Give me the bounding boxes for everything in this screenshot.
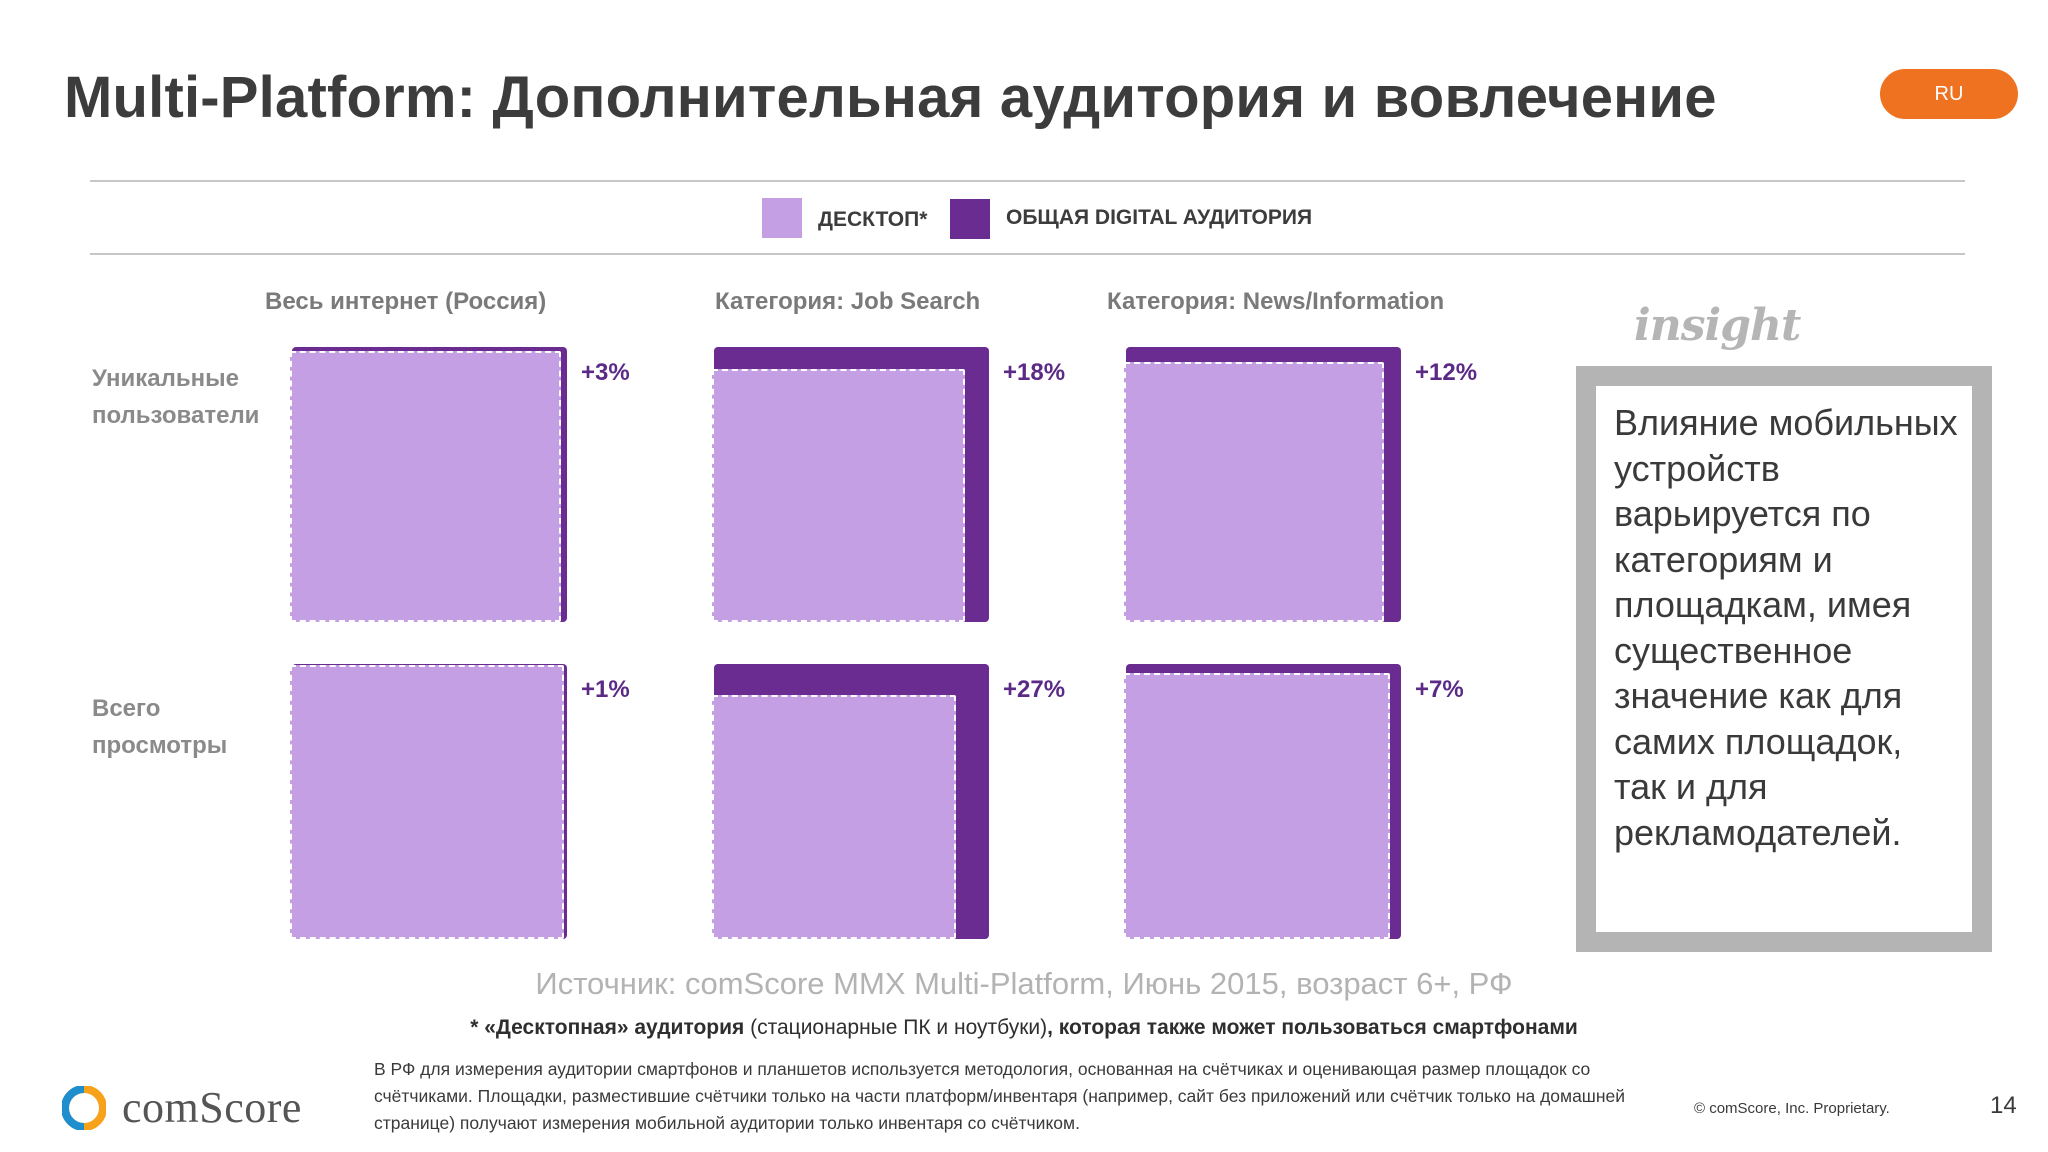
footnote-part3: , которая также может пользоваться смарт… [1047,1016,1578,1039]
comscore-logo-icon [62,1085,106,1130]
divider-top [90,180,1965,182]
desktop-audience-box [290,351,561,622]
total-audience-box [714,347,989,622]
page-title: Multi-Platform: Дополнительная аудитория… [64,65,1717,130]
insight-frame [1576,366,1992,952]
source-note: Источник: comScore MMX Multi-Platform, И… [535,966,1513,1001]
legend-desktop-label: ДЕСКТОП* [818,208,928,231]
legend-total-label: ОБЩАЯ DIGITAL АУДИТОРИЯ [1006,206,1313,229]
total-audience-box [1126,664,1401,939]
row-label-page-views: Всего просмотры [92,695,228,759]
methodology-note: В РФ для измерения аудитории смартфонов … [374,1059,1626,1133]
page-number: 14 [1990,1092,2017,1119]
column-title-job-search: Категория: Job Search [715,288,981,315]
increase-label: +3% [581,359,630,386]
increase-label: +7% [1415,676,1464,703]
copyright: © comScore, Inc. Proprietary. [1694,1100,1890,1117]
total-audience-box [292,347,567,622]
increase-label: +27% [1003,676,1066,703]
increase-label: +18% [1003,359,1066,386]
legend-desktop-swatch [762,198,802,238]
insight-logo: insight [1634,300,1801,351]
increase-label: +1% [581,676,630,703]
column-title-news: Категория: News/Information [1107,288,1445,315]
desktop-audience-box [1124,673,1390,939]
divider-bottom [90,253,1965,255]
desktop-audience-box [712,694,957,939]
insight-text: Влияние мобильных устройств варьируется … [1614,402,1958,853]
desktop-audience-box [1124,362,1384,622]
footnote-part2: (стационарные ПК и ноутбуки) [744,1016,1048,1039]
comscore-logo: comScore [62,1082,302,1133]
column-title-all-internet: Весь интернет (Россия) [265,288,547,315]
total-audience-box [292,664,567,939]
footnote: * «Десктопная» аудитория (стационарные П… [0,1016,2048,1040]
total-audience-box [1126,347,1401,622]
legend-total-swatch [950,199,990,239]
desktop-audience-box [290,665,564,939]
footnote-part1: * «Десктопная» аудитория [470,1016,745,1039]
total-audience-box [714,664,989,939]
comscore-logo-text: comScore [122,1083,302,1132]
increase-label: +12% [1415,359,1478,386]
row-label-unique-users: Уникальные пользователи [92,365,260,429]
desktop-audience-box [712,368,966,622]
language-badge[interactable]: RU [1880,69,2018,119]
